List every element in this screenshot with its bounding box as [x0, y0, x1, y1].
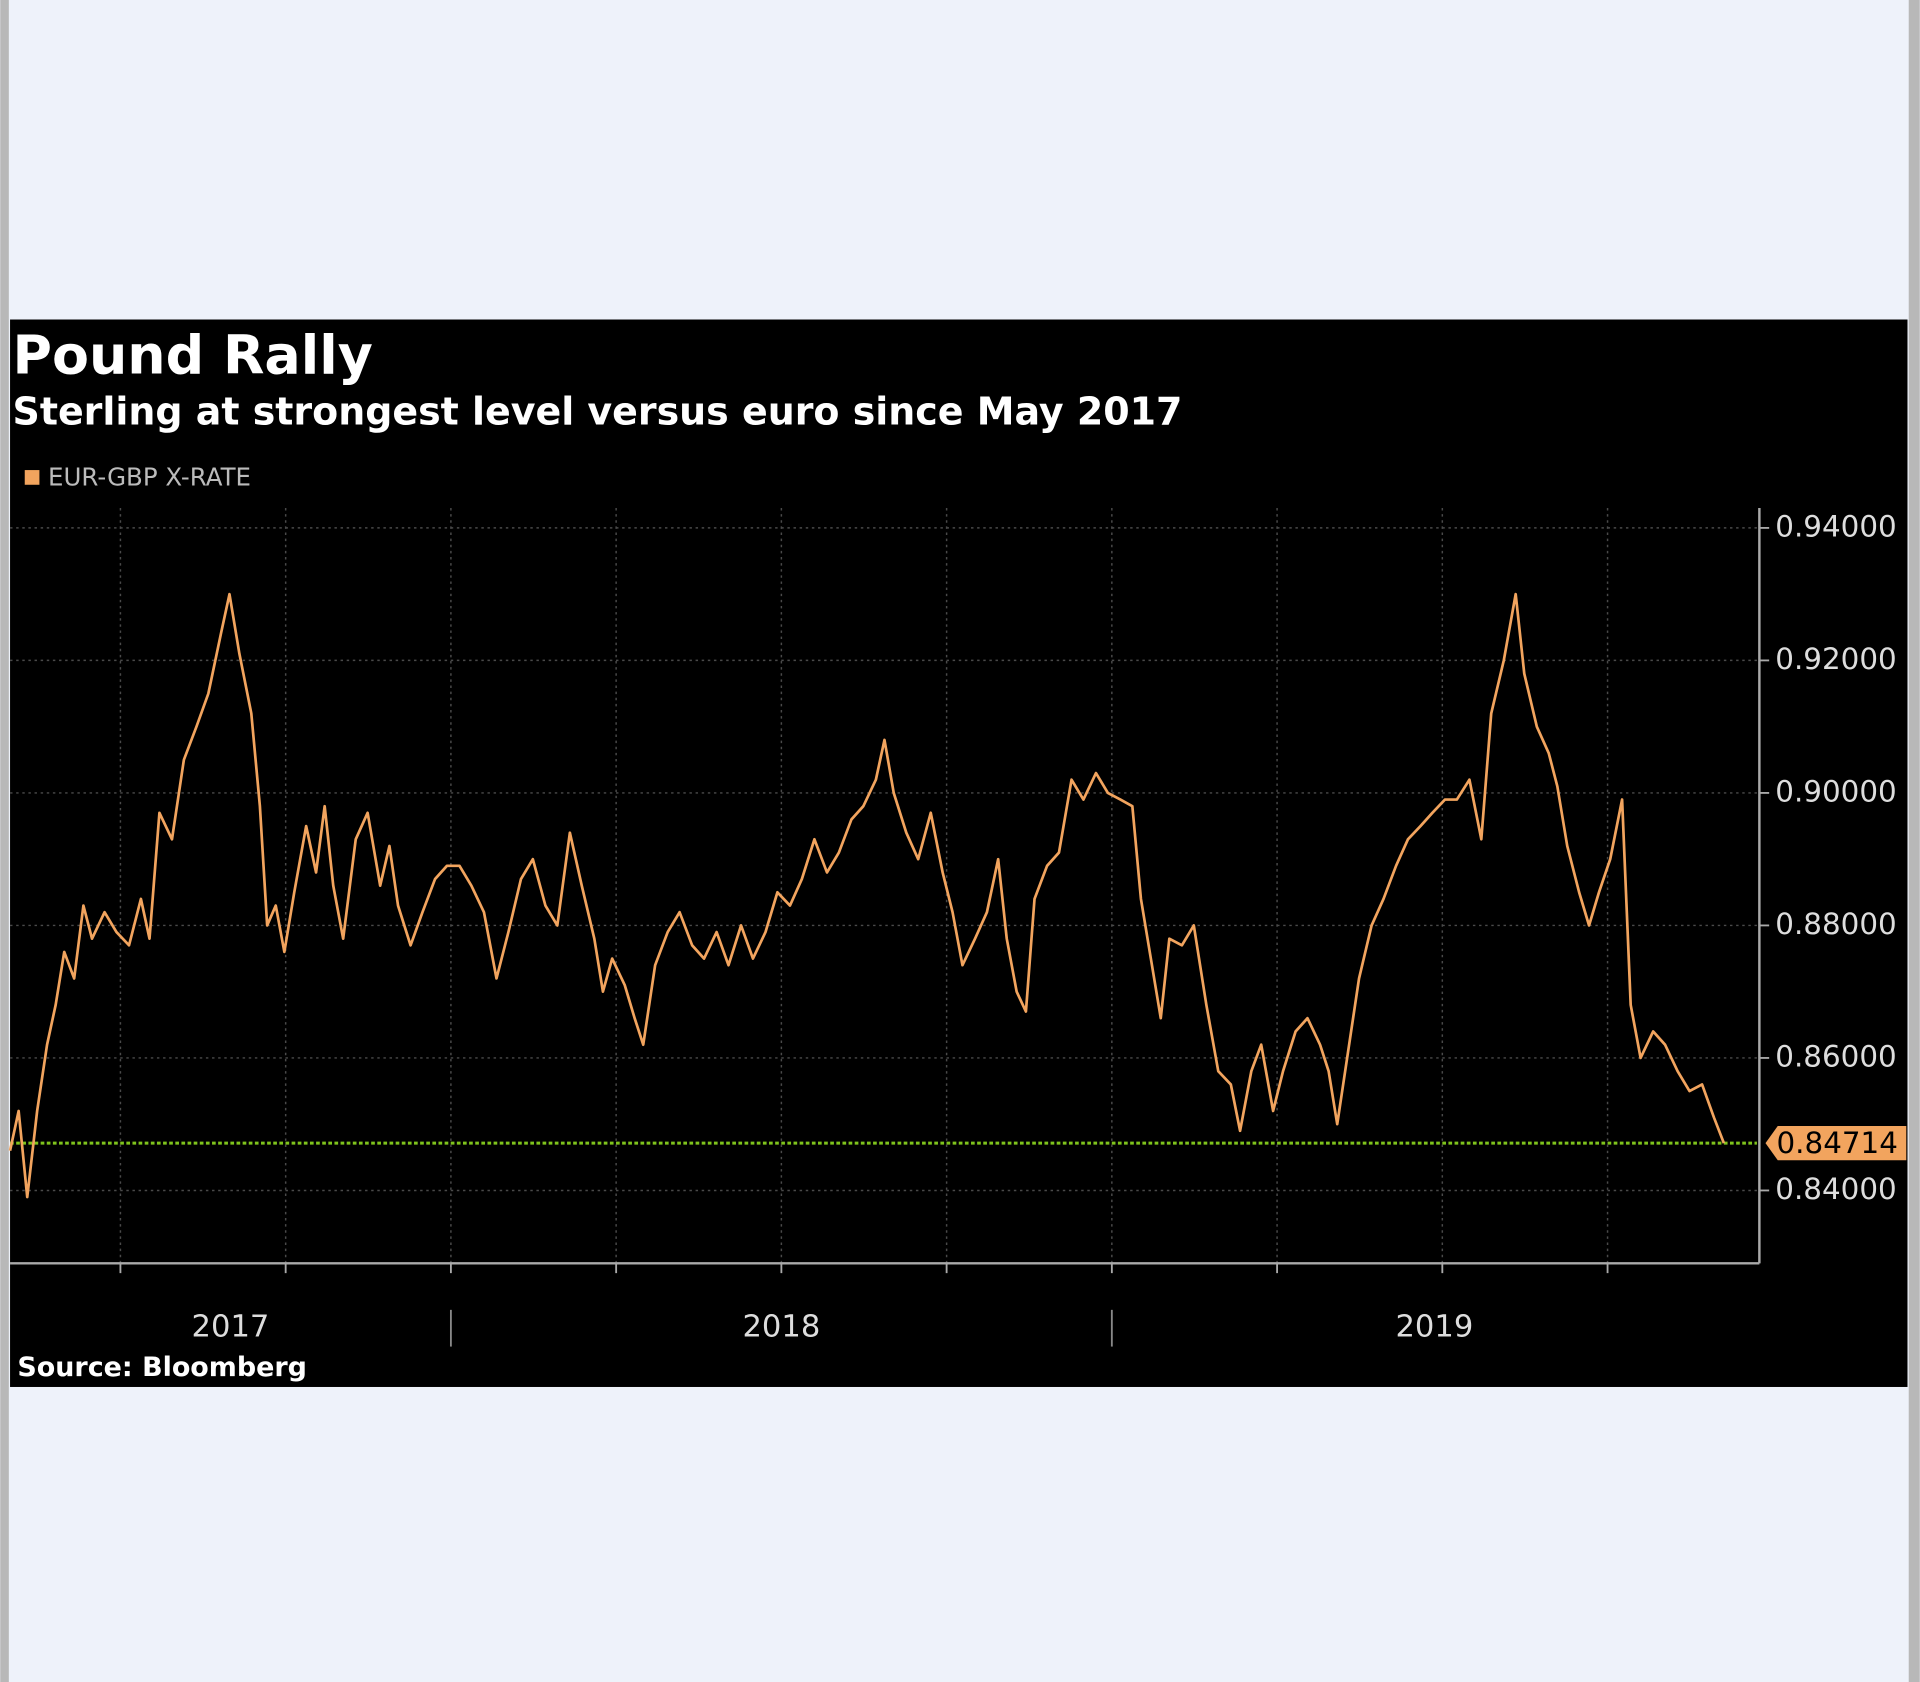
- y-tick-label: 0.84000: [1775, 1172, 1896, 1206]
- source-note: Source: Bloomberg: [17, 1352, 307, 1383]
- x-year-label: 2019: [1395, 1310, 1473, 1345]
- y-tick-label: 0.92000: [1775, 642, 1896, 676]
- y-tick-label: 0.90000: [1775, 774, 1896, 808]
- chart-title: Pound Rally: [12, 323, 372, 386]
- x-year-label: 2018: [742, 1310, 820, 1345]
- legend-swatch: [24, 470, 40, 485]
- legend-label: EUR-GBP X-RATE: [48, 463, 251, 492]
- value-tag-label: 0.84714: [1777, 1126, 1898, 1160]
- value-tag: [1765, 1126, 1907, 1161]
- y-tick-label: 0.86000: [1775, 1039, 1896, 1073]
- x-year-label: 2017: [192, 1310, 270, 1345]
- data-line: [8, 592, 1726, 1199]
- chart-subtitle: Sterling at strongest level versus euro …: [12, 389, 1182, 433]
- chart-panel: [10, 319, 1908, 1387]
- y-tick-label: 0.88000: [1775, 907, 1896, 941]
- left-border: [0, 0, 9, 1682]
- right-border: [1908, 0, 1920, 1682]
- plot-area: 0.84000 0.86000 0.88000 0.90000 0.92000 0.940…: [8, 463, 1907, 1347]
- y-tick-label: 0.94000: [1775, 509, 1896, 543]
